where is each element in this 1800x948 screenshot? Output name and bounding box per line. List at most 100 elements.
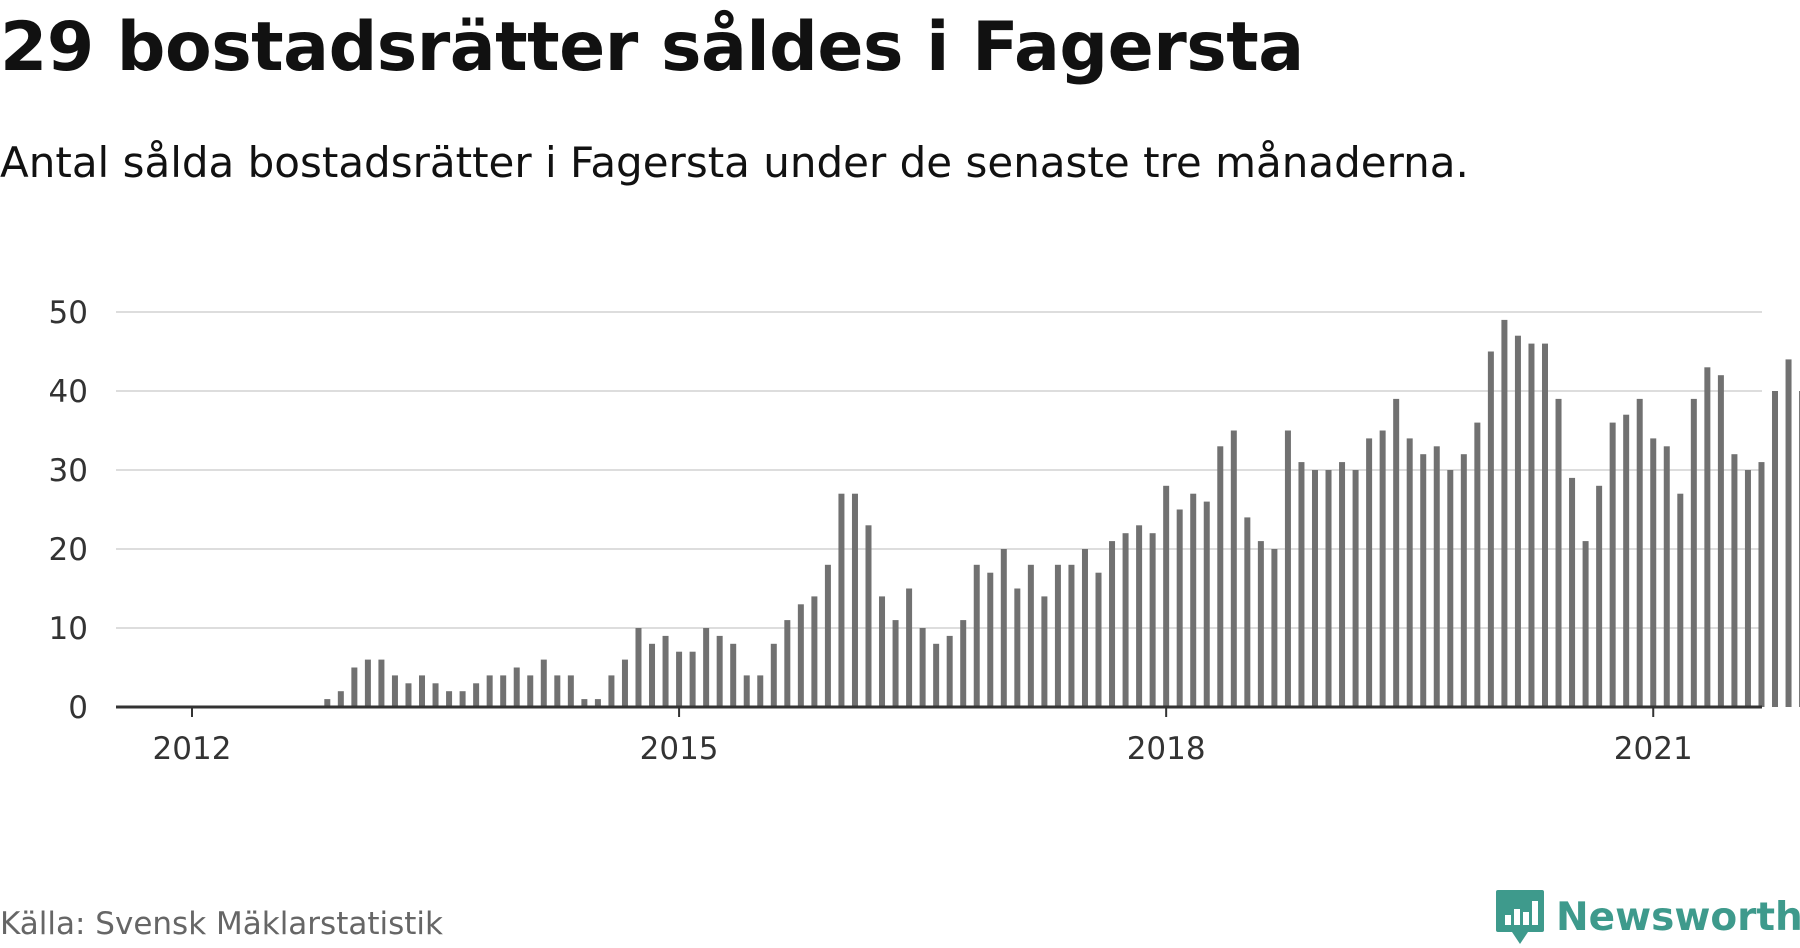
- bar: [1014, 588, 1021, 707]
- bar: [554, 675, 561, 707]
- bar: [405, 683, 412, 707]
- bar: [1528, 343, 1535, 707]
- bar: [960, 620, 967, 707]
- bar: [838, 493, 845, 707]
- bar: [1041, 596, 1048, 707]
- bar: [1555, 398, 1562, 707]
- bar: [1704, 367, 1711, 707]
- bar: [973, 564, 980, 707]
- chart-title: 29 bostadsrätter såldes i Fagersta: [0, 8, 1304, 87]
- source-note: Källa: Svensk Mäklarstatistik: [0, 906, 443, 942]
- bar: [689, 651, 696, 707]
- bar: [527, 675, 534, 707]
- bar: [1636, 398, 1643, 707]
- bar: [703, 628, 710, 707]
- bar: [892, 620, 899, 707]
- bar: [1677, 493, 1684, 707]
- bar: [1596, 485, 1603, 707]
- x-tick-label: 2018: [1127, 731, 1206, 767]
- x-tick-label: 2015: [640, 731, 719, 767]
- bar: [391, 675, 398, 707]
- bars: [324, 319, 1800, 707]
- newsworthy-logo-icon: [1496, 890, 1544, 944]
- bar: [1433, 446, 1440, 707]
- bar: [662, 635, 669, 707]
- bar: [730, 643, 737, 707]
- y-axis-ticks: 0 10 20 30 40 50: [49, 295, 88, 726]
- bar: [1420, 454, 1427, 707]
- bar: [1054, 564, 1061, 707]
- bar: [1758, 462, 1765, 707]
- x-tick-label: 2021: [1614, 731, 1693, 767]
- bar: [1136, 525, 1143, 707]
- bar: [1081, 549, 1088, 707]
- bar: [946, 635, 953, 707]
- bar: [621, 659, 628, 707]
- bar: [1501, 319, 1508, 707]
- bar: [1623, 414, 1630, 707]
- bar: [1379, 430, 1386, 707]
- bar: [1068, 564, 1075, 707]
- bar: [797, 604, 804, 707]
- bar: [1257, 541, 1264, 707]
- bar: [1176, 509, 1183, 707]
- bar: [1366, 438, 1373, 707]
- bar: [567, 675, 574, 707]
- bar: [432, 683, 439, 707]
- bar: [851, 493, 858, 707]
- bar: [743, 675, 750, 707]
- x-tick-label: 2012: [153, 731, 232, 767]
- bar: [1149, 533, 1156, 707]
- bar: [1487, 351, 1494, 707]
- bar: [1284, 430, 1291, 707]
- gridlines: [116, 311, 1762, 629]
- bar: [1311, 470, 1318, 707]
- bar: [473, 683, 480, 707]
- y-tick-label: 20: [49, 532, 88, 568]
- bar: [770, 643, 777, 707]
- bar: [1271, 549, 1278, 707]
- bar: [459, 691, 466, 707]
- bar: [1731, 454, 1738, 707]
- y-tick-label: 0: [68, 690, 88, 726]
- bar: [540, 659, 547, 707]
- brand-name: Newsworthy: [1556, 894, 1800, 940]
- y-tick-label: 10: [49, 611, 88, 647]
- bar: [1339, 462, 1346, 707]
- bar: [1163, 485, 1170, 707]
- bar: [446, 691, 453, 707]
- bar: [594, 699, 601, 707]
- bar: [1298, 462, 1305, 707]
- bar: [1772, 391, 1779, 707]
- bar: [865, 525, 872, 707]
- bar: [824, 564, 831, 707]
- bar: [419, 675, 426, 707]
- bar: [1447, 470, 1454, 707]
- bar: [500, 675, 507, 707]
- bar: [987, 572, 994, 707]
- bar: [1000, 549, 1007, 707]
- bar: [879, 596, 886, 707]
- bar: [337, 691, 344, 707]
- bar: [919, 628, 926, 707]
- chart-subtitle: Antal sålda bostadsrätter i Fagersta und…: [0, 138, 1469, 187]
- bar: [757, 675, 764, 707]
- bar: [1717, 375, 1724, 707]
- brand-logo[interactable]: Newsworthy: [1494, 888, 1800, 946]
- bar: [1609, 422, 1616, 707]
- bar: [1663, 446, 1670, 707]
- bar: [933, 643, 940, 707]
- bar: [513, 667, 520, 707]
- bar: [324, 699, 331, 707]
- bar: [1122, 533, 1129, 707]
- bar: [1325, 470, 1332, 707]
- bar: [784, 620, 791, 707]
- bar: [581, 699, 588, 707]
- bar: [1542, 343, 1548, 707]
- bar: [1190, 493, 1197, 707]
- bar: [716, 635, 723, 707]
- bar: [1744, 470, 1751, 707]
- y-tick-label: 30: [49, 453, 88, 489]
- bar: [1474, 422, 1481, 707]
